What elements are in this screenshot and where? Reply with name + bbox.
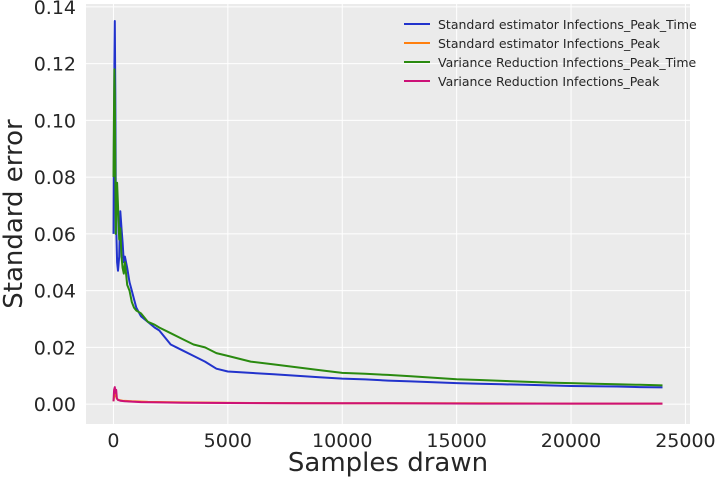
grid bbox=[86, 4, 690, 424]
legend-label: Variance Reduction Infections_Peak_Time bbox=[438, 55, 697, 70]
series-line bbox=[112, 386, 663, 405]
x-tick-label: 10000 bbox=[312, 430, 372, 452]
y-tick-label: 0.10 bbox=[34, 110, 76, 132]
y-axis-label: Standard error bbox=[0, 119, 29, 309]
y-tick-label: 0.06 bbox=[34, 224, 76, 246]
x-tick-label: 0 bbox=[107, 430, 119, 452]
x-tick-label: 15000 bbox=[426, 430, 486, 452]
y-tick-label: 0.14 bbox=[34, 0, 76, 19]
y-tick-label: 0.04 bbox=[34, 281, 76, 303]
series-line bbox=[112, 68, 663, 387]
x-tick-label: 20000 bbox=[541, 430, 601, 452]
y-tick-label: 0.08 bbox=[34, 167, 76, 189]
plot-background bbox=[86, 4, 690, 424]
y-tick-label: 0.12 bbox=[34, 54, 76, 76]
y-tick-label: 0.02 bbox=[34, 337, 76, 359]
legend-label: Standard estimator Infections_Peak_Time bbox=[438, 17, 697, 32]
series-line bbox=[112, 20, 663, 389]
legend-label: Standard estimator Infections_Peak bbox=[438, 36, 661, 51]
series-lines bbox=[112, 20, 663, 405]
y-tick-label: 0.00 bbox=[34, 394, 76, 416]
x-tick-label: 25000 bbox=[655, 430, 715, 452]
x-tick-label: 5000 bbox=[204, 430, 252, 452]
x-axis-label: Samples drawn bbox=[288, 448, 488, 478]
legend: Standard estimator Infections_Peak_Time S… bbox=[404, 17, 697, 89]
tick-labels: 0 5000 10000 15000 20000 25000 0.00 0.02 0.04 0.0… bbox=[34, 0, 716, 452]
legend-label: Variance Reduction Infections_Peak bbox=[438, 74, 660, 89]
